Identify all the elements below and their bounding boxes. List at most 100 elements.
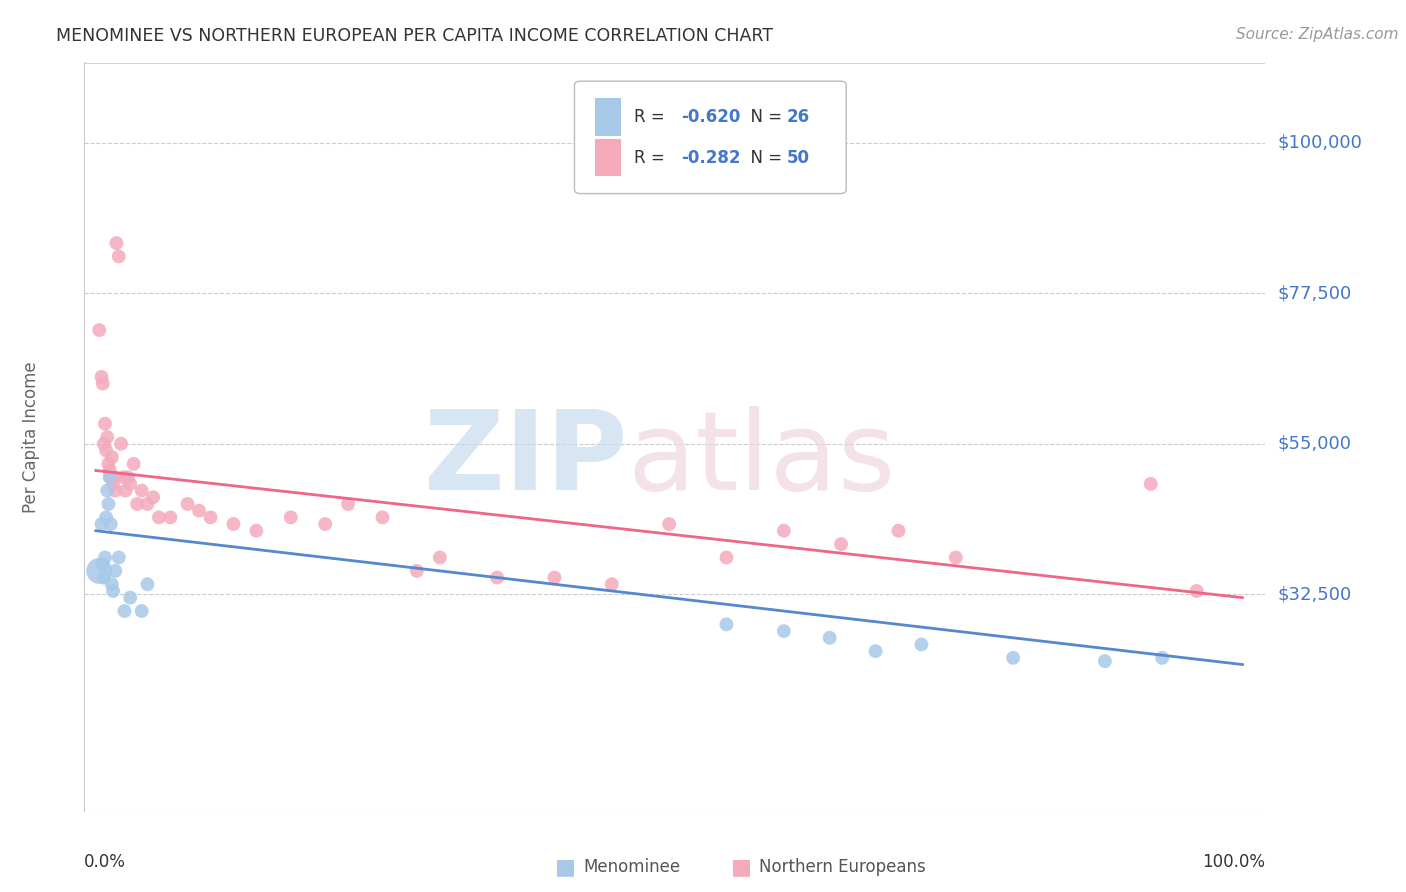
Point <box>200 510 222 524</box>
Bar <box>595 139 620 177</box>
Point <box>97 497 120 511</box>
Point <box>101 577 124 591</box>
Point <box>98 464 121 478</box>
Text: -0.620: -0.620 <box>681 108 740 126</box>
Point <box>101 450 124 464</box>
Text: atlas: atlas <box>627 406 896 513</box>
FancyBboxPatch shape <box>575 81 846 194</box>
Point <box>101 476 124 491</box>
Point <box>120 476 142 491</box>
Text: 100.0%: 100.0% <box>1202 853 1265 871</box>
Point <box>97 457 120 471</box>
Point <box>910 637 932 651</box>
Point <box>543 571 565 585</box>
Text: $55,000: $55,000 <box>1277 434 1351 453</box>
Point <box>94 443 117 458</box>
Point <box>772 624 794 639</box>
Point <box>142 490 165 504</box>
Point <box>91 376 114 391</box>
Point <box>110 436 132 450</box>
Text: Menominee: Menominee <box>583 858 681 876</box>
Point <box>830 537 852 551</box>
Text: Per Capita Income: Per Capita Income <box>22 361 41 513</box>
Text: $77,500: $77,500 <box>1277 285 1351 302</box>
Point <box>716 617 738 632</box>
Point <box>131 483 153 498</box>
Text: 26: 26 <box>787 108 810 126</box>
Point <box>1139 476 1161 491</box>
Point <box>371 510 394 524</box>
Point <box>114 483 136 498</box>
Text: -0.282: -0.282 <box>681 149 741 167</box>
Point <box>101 583 124 598</box>
Point <box>98 470 121 484</box>
Point <box>188 503 211 517</box>
Point <box>107 550 129 565</box>
Point <box>406 564 429 578</box>
Point <box>1152 651 1174 665</box>
Point <box>120 591 142 605</box>
Point <box>486 571 509 585</box>
Point <box>117 470 139 484</box>
Point <box>93 571 115 585</box>
Point <box>159 510 181 524</box>
Text: R =: R = <box>634 108 669 126</box>
Point <box>90 516 112 531</box>
Point <box>600 577 623 591</box>
Point <box>1094 654 1116 668</box>
Point <box>89 323 111 337</box>
Text: $100,000: $100,000 <box>1277 134 1362 152</box>
Point <box>94 510 117 524</box>
Point <box>103 470 125 484</box>
Point <box>222 516 245 531</box>
Point <box>945 550 967 565</box>
Point <box>337 497 360 511</box>
Point <box>865 644 887 658</box>
Text: N =: N = <box>740 149 787 167</box>
Text: ■: ■ <box>555 857 576 877</box>
Point <box>100 516 122 531</box>
Point <box>114 604 136 618</box>
Point <box>100 470 122 484</box>
Point <box>176 497 198 511</box>
Point <box>96 483 118 498</box>
Text: 0.0%: 0.0% <box>84 853 127 871</box>
Point <box>104 564 127 578</box>
Point <box>131 604 153 618</box>
Point <box>280 510 302 524</box>
Point <box>245 524 267 538</box>
Point <box>127 497 149 511</box>
Text: Source: ZipAtlas.com: Source: ZipAtlas.com <box>1236 27 1399 42</box>
Point <box>107 249 129 264</box>
Point <box>887 524 910 538</box>
Point <box>96 430 118 444</box>
Point <box>112 470 135 484</box>
Point <box>314 516 336 531</box>
Text: ■: ■ <box>731 857 752 877</box>
Point <box>818 631 841 645</box>
Point <box>105 235 128 250</box>
Point <box>716 550 738 565</box>
Point <box>429 550 451 565</box>
Point <box>136 577 159 591</box>
Point <box>658 516 681 531</box>
Point <box>136 497 159 511</box>
Text: ZIP: ZIP <box>425 406 627 513</box>
Point <box>93 436 115 450</box>
Text: 50: 50 <box>787 149 810 167</box>
Bar <box>595 98 620 136</box>
Point <box>1185 583 1208 598</box>
Text: Northern Europeans: Northern Europeans <box>759 858 927 876</box>
Point <box>772 524 794 538</box>
Point <box>91 557 114 571</box>
Text: R =: R = <box>634 149 669 167</box>
Text: N =: N = <box>740 108 787 126</box>
Point <box>94 417 117 431</box>
Point <box>122 457 145 471</box>
Point <box>89 564 111 578</box>
Point <box>1002 651 1025 665</box>
Text: $32,500: $32,500 <box>1277 585 1351 603</box>
Point <box>94 550 117 565</box>
Text: MENOMINEE VS NORTHERN EUROPEAN PER CAPITA INCOME CORRELATION CHART: MENOMINEE VS NORTHERN EUROPEAN PER CAPIT… <box>56 27 773 45</box>
Point <box>90 369 112 384</box>
